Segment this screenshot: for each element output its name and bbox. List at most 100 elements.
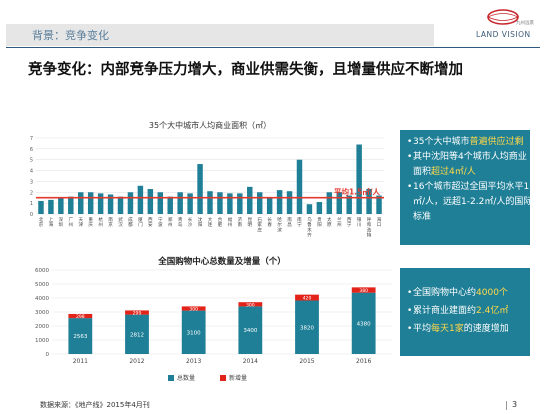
body-text: 平均: [413, 324, 432, 334]
bar-increment: [238, 302, 263, 307]
y-tick-label: 5: [30, 158, 33, 164]
insight-supply-line: ㎡/人，远超1-2.2㎡/人的国际: [407, 195, 532, 210]
x-tick-label: 深圳: [59, 216, 64, 228]
logo-emblem-icon: [487, 9, 519, 25]
bar: [256, 192, 263, 214]
bar-increment: [181, 306, 206, 311]
bar: [147, 189, 154, 214]
x-tick-label: 2016: [356, 358, 371, 365]
highlight-text: 每天1家: [431, 324, 464, 334]
section-tag: 背景：竞争变化: [32, 29, 109, 42]
total-data-label: 3400: [243, 328, 257, 334]
x-tick-label: 武汉: [118, 216, 123, 228]
x-tick-label: 郑州: [168, 216, 173, 228]
x-tick-label: 2011: [73, 358, 88, 365]
increment-data-label: 300: [189, 307, 198, 313]
x-tick-label: 天津: [78, 217, 83, 228]
x-tick-label: 大连: [208, 216, 213, 228]
bar: [197, 164, 203, 214]
y-tick-label: 0: [46, 352, 50, 358]
increment-data-label: 298: [76, 314, 85, 320]
x-tick-label: 福州: [228, 216, 233, 228]
logo-cn-text: 九州远景: [516, 21, 534, 26]
bar-increment: [351, 287, 376, 293]
y-tick-label: 6: [30, 147, 33, 153]
legend-swatch-increment: [220, 375, 226, 381]
bar: [266, 197, 273, 214]
bar: [316, 202, 323, 214]
x-tick-label: 乌鲁木齐: [307, 216, 312, 239]
x-tick-label: 厦门: [138, 217, 143, 228]
bullet-icon: •: [407, 288, 413, 298]
y-tick-label: 2: [30, 190, 33, 196]
highlight-text: 普遍供应过剩: [469, 137, 524, 147]
body-text: 其中沈阳等4个城市人均商业: [413, 152, 527, 162]
x-tick-label: 贵阳: [317, 216, 322, 228]
data-source-footer: 数据来源：《地产线》2015年4月刊: [40, 401, 150, 409]
increment-data-label: 420: [303, 296, 312, 302]
bar-total: [181, 310, 206, 354]
x-tick-label: 重庆: [88, 216, 93, 228]
bar: [137, 185, 144, 214]
x-tick-label: 沈阳: [198, 216, 203, 228]
x-tick-label: 南京: [108, 216, 113, 228]
insight-supply-line: 标准: [407, 210, 523, 225]
x-tick-label: 宁波: [158, 216, 163, 228]
y-tick-label: 2000: [35, 324, 49, 330]
y-tick-label: 1000: [35, 338, 49, 344]
bar: [48, 199, 54, 214]
total-data-label: 3820: [300, 325, 314, 331]
y-tick-label: 4000: [35, 296, 49, 302]
chart-title: 全国购物中心总数量及增量（个）: [157, 256, 286, 267]
total-data-label: 2563: [73, 334, 87, 340]
x-tick-label: 成都: [128, 216, 133, 228]
bar: [177, 192, 183, 214]
highlight-text: 2.4亿㎡: [476, 306, 509, 316]
x-tick-label: 银川: [357, 216, 362, 228]
x-tick-label: 海口: [377, 216, 382, 228]
y-tick-label: 6000: [35, 268, 49, 274]
y-tick-label: 5000: [35, 282, 49, 288]
y-tick-label: 3000: [35, 310, 49, 316]
bar-total: [351, 292, 376, 354]
bullet-icon: •: [407, 152, 413, 162]
bullet-icon: •: [407, 182, 413, 192]
x-tick-label: 呼和浩特: [367, 216, 372, 239]
x-tick-label: 杭州: [98, 216, 103, 228]
insight-malls-line: •全国购物中心约4000个: [407, 284, 523, 302]
header-bar: 背景：竞争变化: [6, 24, 434, 46]
x-tick-label: 长沙: [188, 216, 193, 228]
insight-supply-line: •16个城市超过全国平均水平1.5: [407, 180, 538, 195]
legend-label-total: 总数量: [177, 374, 195, 382]
x-tick-label: 广州: [68, 216, 73, 228]
bar: [107, 194, 114, 214]
total-data-label: 2812: [130, 332, 144, 338]
bar: [237, 193, 243, 214]
x-tick-label: 南宁: [297, 216, 302, 228]
body-text: 16个城市超过全国平均水平1.5: [413, 182, 538, 192]
x-tick-label: 上海: [49, 216, 54, 228]
bar: [247, 186, 253, 214]
bar: [38, 200, 44, 214]
increment-data-label: 300: [246, 302, 255, 308]
body-text: ㎡/人，远超1-2.2㎡/人的国际: [413, 197, 533, 207]
bar: [127, 192, 134, 214]
bar: [217, 192, 223, 214]
bar-total: [68, 318, 93, 354]
bar: [157, 192, 164, 214]
bar: [376, 195, 382, 214]
insight-supply-line: •35个大中城市普遍供应过剩: [407, 135, 523, 150]
x-tick-label: 西安: [148, 217, 153, 228]
bar-total: [238, 306, 263, 354]
bar-increment: [125, 310, 149, 315]
highlight-text: 4000个: [476, 288, 508, 298]
x-tick-label: 石家庄: [257, 217, 262, 233]
x-tick-label: 长春: [267, 216, 272, 228]
bar: [78, 192, 84, 214]
body-text: 全国购物中心约: [413, 288, 477, 298]
bar: [68, 196, 74, 214]
bar: [227, 193, 233, 214]
bar: [356, 144, 362, 214]
total-data-label: 4380: [357, 321, 371, 327]
bar: [366, 189, 372, 214]
